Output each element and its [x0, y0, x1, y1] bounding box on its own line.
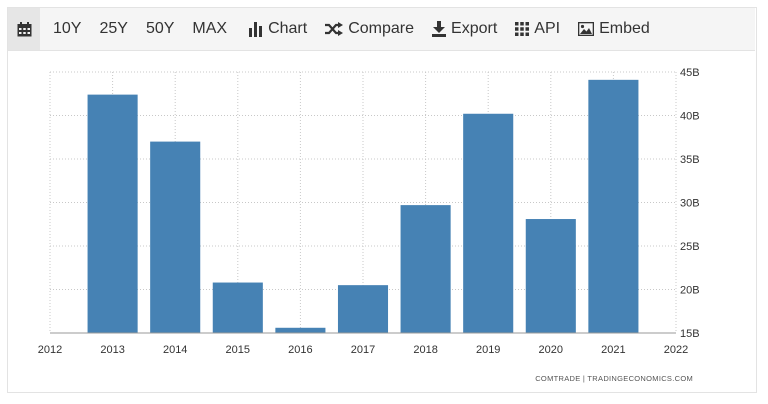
x-tick-label: 2012 — [38, 344, 62, 356]
toolbar: 10Y 25Y 50Y MAX Chart Compare Export — [8, 8, 755, 51]
range-25y-button[interactable]: 25Y — [99, 20, 128, 37]
x-tick-label: 2016 — [288, 344, 312, 356]
shuffle-icon — [325, 22, 344, 36]
x-tick-label: 2019 — [476, 344, 500, 356]
bar-2015[interactable] — [212, 282, 263, 333]
calendar-icon — [17, 21, 31, 36]
x-tick-label: 2020 — [539, 344, 563, 356]
calendar-button[interactable] — [8, 8, 40, 50]
x-tick-label: 2021 — [601, 344, 625, 356]
x-tick-label: 2015 — [226, 344, 250, 356]
compare-button[interactable]: Compare — [316, 8, 423, 50]
y-tick-label: 25B — [680, 241, 700, 253]
y-tick-label: 35B — [680, 154, 700, 166]
y-tick-label: 45B — [680, 67, 700, 79]
api-button[interactable]: API — [506, 8, 569, 50]
image-icon — [578, 22, 595, 36]
x-tick-label: 2014 — [163, 344, 187, 356]
bar-2014[interactable] — [150, 141, 201, 333]
bar-2013[interactable] — [87, 94, 138, 334]
y-tick-label: 40B — [680, 111, 700, 123]
bar-2020[interactable] — [525, 219, 576, 333]
x-tick-label: 2013 — [100, 344, 124, 356]
y-tick-label: 30B — [680, 198, 700, 210]
bar-2019[interactable] — [463, 113, 514, 333]
range-max-button[interactable]: MAX — [192, 20, 228, 37]
bar-2021[interactable] — [588, 79, 639, 333]
x-tick-label: 2017 — [351, 344, 375, 356]
bar-2017[interactable] — [337, 285, 389, 333]
range-10y-button[interactable]: 10Y — [53, 20, 82, 37]
range-50y-button[interactable]: 50Y — [145, 20, 175, 37]
bar-2016[interactable] — [275, 327, 326, 333]
y-tick-label: 20B — [680, 285, 700, 297]
grid-icon — [515, 22, 530, 36]
bar-2018[interactable] — [400, 205, 451, 333]
embed-button[interactable]: Embed — [569, 8, 659, 50]
export-button[interactable]: Export — [423, 8, 506, 50]
x-tick-label: 2022 — [664, 344, 688, 356]
y-tick-label: 15B — [680, 328, 700, 340]
chart-credits: COMTRADE | TRADINGECONOMICS.COM — [535, 374, 693, 383]
bar-chart-icon — [249, 21, 263, 37]
x-tick-label: 2018 — [413, 344, 437, 356]
download-icon — [432, 21, 447, 37]
chart-button[interactable]: Chart — [240, 8, 316, 50]
